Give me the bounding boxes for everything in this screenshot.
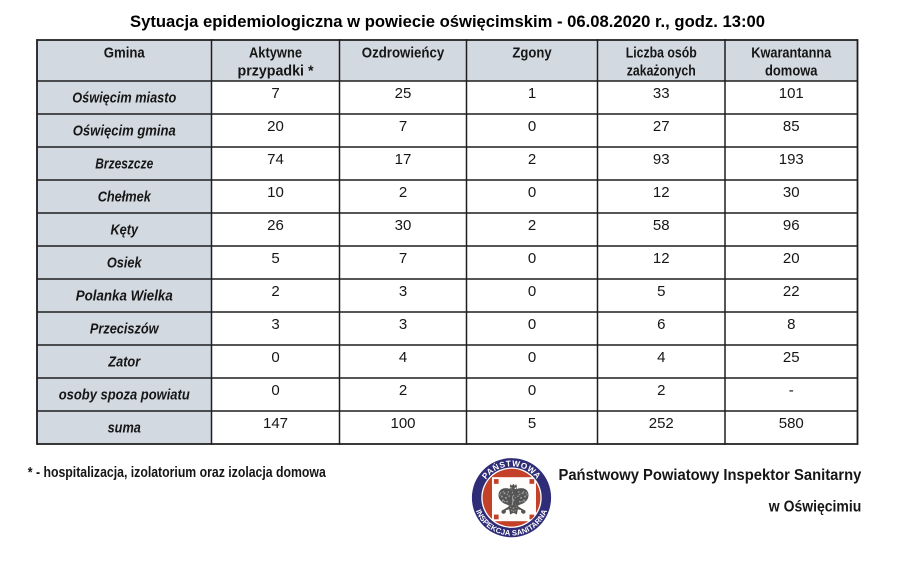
svg-text:7: 7 <box>271 85 279 102</box>
svg-text:0: 0 <box>271 382 279 399</box>
svg-text:96: 96 <box>783 217 800 234</box>
svg-text:27: 27 <box>653 118 670 135</box>
svg-text:26: 26 <box>267 217 284 234</box>
svg-text:147: 147 <box>263 415 288 432</box>
svg-text:25: 25 <box>783 349 800 366</box>
svg-text:Gmina: Gmina <box>104 44 146 61</box>
svg-text:8: 8 <box>787 316 795 333</box>
svg-text:12: 12 <box>653 184 670 201</box>
svg-text:58: 58 <box>653 217 670 234</box>
svg-text:Oświęcim miasto: Oświęcim miasto <box>72 90 176 107</box>
svg-text:3: 3 <box>271 316 279 333</box>
svg-text:7: 7 <box>399 118 407 135</box>
svg-text:2: 2 <box>271 283 279 300</box>
svg-text:1: 1 <box>528 85 536 102</box>
svg-text:0: 0 <box>528 118 536 135</box>
svg-text:100: 100 <box>390 415 415 432</box>
svg-text:2: 2 <box>528 151 536 168</box>
svg-text:Przeciszów: Przeciszów <box>90 321 160 338</box>
svg-text:30: 30 <box>395 217 412 234</box>
svg-text:zakażonych: zakażonych <box>627 62 696 79</box>
svg-text:4: 4 <box>399 349 407 366</box>
svg-text:Zator: Zator <box>107 354 141 371</box>
svg-text:30: 30 <box>783 184 800 201</box>
svg-text:5: 5 <box>528 415 536 432</box>
svg-text:Państwowy Powiatowy Inspektor: Państwowy Powiatowy Inspektor Sanitarny <box>559 467 862 484</box>
svg-text:Aktywne: Aktywne <box>249 44 302 61</box>
svg-text:10: 10 <box>267 184 284 201</box>
svg-text:93: 93 <box>653 151 670 168</box>
svg-text:20: 20 <box>267 118 284 135</box>
svg-text:5: 5 <box>271 250 279 267</box>
svg-text:Kęty: Kęty <box>110 222 138 239</box>
svg-text:5: 5 <box>657 283 665 300</box>
svg-text:252: 252 <box>649 415 674 432</box>
svg-text:101: 101 <box>779 85 804 102</box>
svg-text:Ozdrowieńcy: Ozdrowieńcy <box>362 44 445 61</box>
svg-text:580: 580 <box>779 415 804 432</box>
svg-text:Liczba osób: Liczba osób <box>626 44 697 61</box>
svg-text:0: 0 <box>528 349 536 366</box>
svg-text:0: 0 <box>271 349 279 366</box>
svg-text:33: 33 <box>653 85 670 102</box>
svg-text:Osiek: Osiek <box>107 255 142 272</box>
svg-text:domowa: domowa <box>765 62 818 79</box>
svg-text:Oświęcim gmina: Oświęcim gmina <box>73 123 176 140</box>
svg-text:25: 25 <box>395 85 412 102</box>
svg-text:Brzeszcze: Brzeszcze <box>95 156 153 173</box>
svg-text:12: 12 <box>653 250 670 267</box>
svg-text:Sytuacja epidemiologiczna w po: Sytuacja epidemiologiczna w powiecie ośw… <box>130 13 765 31</box>
svg-text:3: 3 <box>399 316 407 333</box>
svg-text:Polanka Wielka: Polanka Wielka <box>76 288 173 305</box>
svg-text:2: 2 <box>657 382 665 399</box>
svg-text:osoby spoza powiatu: osoby spoza powiatu <box>59 387 190 404</box>
svg-text:7: 7 <box>399 250 407 267</box>
svg-text:przypadki *: przypadki * <box>238 62 314 79</box>
svg-text:85: 85 <box>783 118 800 135</box>
svg-text:0: 0 <box>528 184 536 201</box>
svg-text:0: 0 <box>528 382 536 399</box>
svg-text:w Oświęcimiu: w Oświęcimiu <box>768 498 861 515</box>
svg-text:suma: suma <box>108 420 141 437</box>
svg-text:0: 0 <box>528 250 536 267</box>
svg-text:193: 193 <box>779 151 804 168</box>
svg-text:2: 2 <box>399 382 407 399</box>
svg-text:0: 0 <box>528 283 536 300</box>
svg-text:0: 0 <box>528 316 536 333</box>
svg-text:* - hospitalizacja, izolatoriu: * - hospitalizacja, izolatorium oraz izo… <box>28 464 327 481</box>
svg-text:-: - <box>789 382 794 399</box>
svg-text:3: 3 <box>399 283 407 300</box>
svg-text:74: 74 <box>267 151 284 168</box>
svg-text:2: 2 <box>528 217 536 234</box>
svg-text:17: 17 <box>395 151 412 168</box>
svg-text:Kwarantanna: Kwarantanna <box>751 44 832 61</box>
svg-text:20: 20 <box>783 250 800 267</box>
svg-text:6: 6 <box>657 316 665 333</box>
svg-text:4: 4 <box>657 349 665 366</box>
svg-text:Zgony: Zgony <box>512 44 552 61</box>
svg-text:22: 22 <box>783 283 800 300</box>
svg-text:2: 2 <box>399 184 407 201</box>
svg-text:Chełmek: Chełmek <box>98 189 152 206</box>
